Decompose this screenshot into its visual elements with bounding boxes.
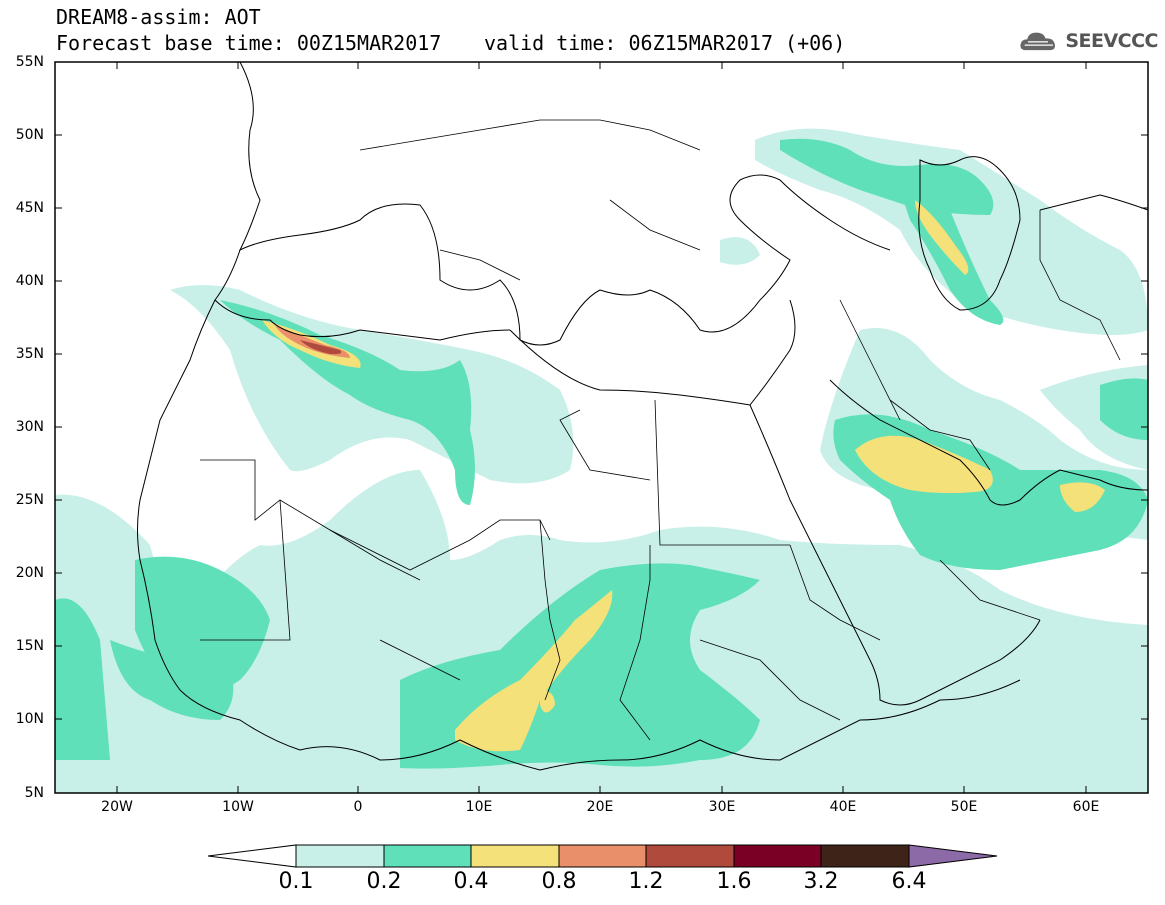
lon-tick-label: 0 — [353, 799, 363, 815]
colorbar-box-0 — [295, 844, 385, 868]
colorbar-low-arrow — [207, 844, 297, 868]
colorbar-box-1 — [383, 844, 472, 868]
lon-tick-label: 20W — [101, 799, 133, 815]
colorbar-box-6 — [820, 844, 910, 868]
map-title: DREAM8-assim: AOT — [56, 5, 261, 29]
lat-tick-label: 35N — [15, 346, 44, 362]
colorbar-box-2 — [470, 844, 560, 868]
lon-tick-label: 10W — [222, 799, 254, 815]
lat-tick-label: 50N — [15, 127, 44, 143]
colorbar-label: 1.6 — [716, 869, 752, 894]
lon-tick-label: 30E — [708, 799, 736, 815]
lon-tick-label: 50E — [950, 799, 978, 815]
aot-band-1.2 — [300, 340, 342, 355]
lon-tick-label: 10E — [465, 799, 493, 815]
colorbar-box-4 — [645, 844, 735, 868]
aot-band-0.2 — [55, 138, 1148, 769]
lat-tick-label: 30N — [15, 419, 44, 435]
lat-tick-label: 45N — [15, 200, 44, 216]
lon-tick-label: 40E — [829, 799, 857, 815]
lat-tick-label: 55N — [15, 54, 44, 70]
axis-ticks — [55, 61, 1148, 793]
colorbar-box-3 — [558, 844, 647, 868]
seevccc-logo: SEEVCCC — [1018, 24, 1158, 58]
coastlines — [137, 62, 1148, 771]
lat-tick-label: 20N — [15, 565, 44, 581]
colorbar-label: 6.4 — [891, 869, 927, 894]
lat-tick-label: 40N — [15, 273, 44, 289]
colorbar-box-5 — [733, 844, 822, 868]
valid-time: valid time: 06Z15MAR2017 (+06) — [484, 31, 846, 55]
lon-tick-label: 20E — [586, 799, 614, 815]
lat-tick-label: 10N — [15, 711, 44, 727]
colorbar-label: 3.2 — [803, 869, 839, 894]
country-borders — [200, 119, 1121, 741]
colorbar-label: 0.8 — [541, 869, 577, 894]
forecast-base-time: Forecast base time: 00Z15MAR2017 — [56, 31, 442, 55]
colorbar-label: 0.4 — [453, 869, 489, 894]
lat-tick-label: 5N — [24, 785, 44, 801]
colorbar-label: 1.2 — [628, 869, 664, 894]
lon-tick-label: 60E — [1072, 799, 1100, 815]
cloud-icon — [1020, 32, 1055, 51]
colorbar-label: 0.1 — [278, 869, 314, 894]
lat-tick-label: 25N — [15, 492, 44, 508]
aot-contours — [55, 62, 1148, 793]
colorbar — [207, 844, 998, 868]
colorbar-high-arrow — [908, 844, 998, 868]
logo-text: SEEVCCC — [1065, 30, 1158, 52]
colorbar-label: 0.2 — [366, 869, 402, 894]
lat-tick-label: 15N — [15, 638, 44, 654]
